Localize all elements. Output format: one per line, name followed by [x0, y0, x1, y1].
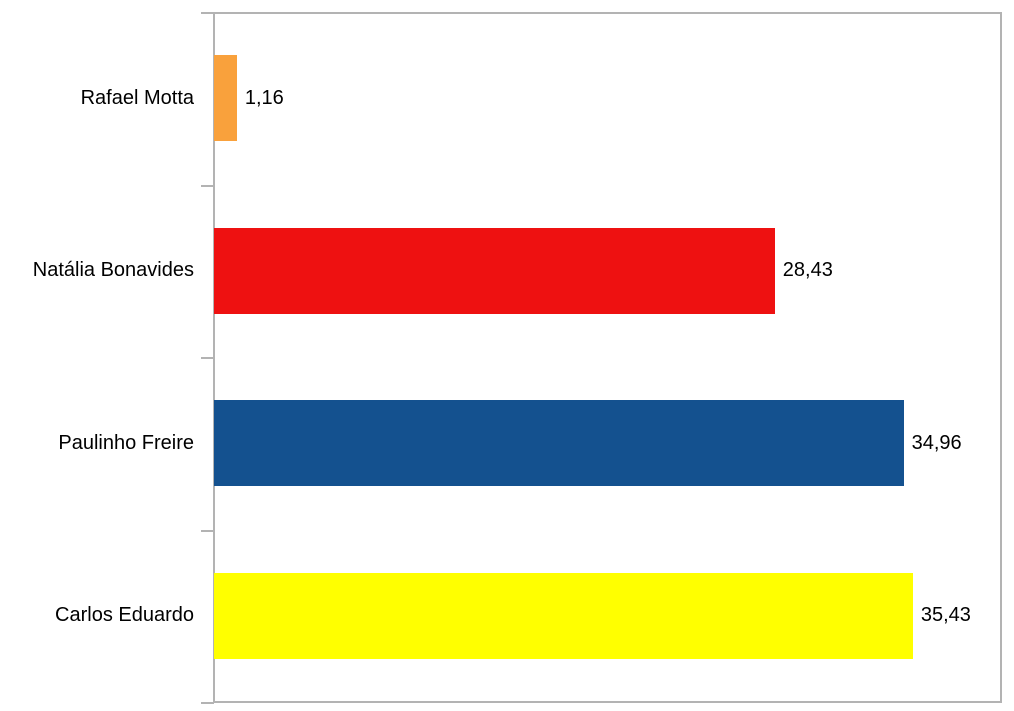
bar-row: Carlos Eduardo 35,43 [0, 530, 1014, 703]
bar [214, 227, 775, 314]
axis-tick [201, 702, 214, 704]
value-label: 34,96 [911, 431, 962, 454]
category-label: Natália Bonavides [32, 259, 194, 282]
bar-row: Paulinho Freire 34,96 [0, 357, 1014, 530]
axis-tick [201, 12, 214, 14]
bar [214, 572, 913, 659]
value-label: 35,43 [920, 604, 971, 627]
axis-tick [201, 529, 214, 532]
value-label: 1,16 [244, 86, 284, 109]
category-label: Rafael Motta [80, 86, 194, 109]
plot-area [213, 12, 1002, 703]
value-label: 28,43 [782, 259, 833, 282]
bar [214, 400, 904, 487]
bar-row: Rafael Motta 1,16 [0, 12, 1014, 185]
axis-tick [201, 184, 214, 187]
bar-row: Natália Bonavides 28,43 [0, 185, 1014, 358]
category-label: Carlos Eduardo [55, 604, 194, 627]
axis-tick [201, 357, 214, 359]
bar [214, 55, 237, 142]
category-label: Paulinho Freire [58, 431, 194, 454]
